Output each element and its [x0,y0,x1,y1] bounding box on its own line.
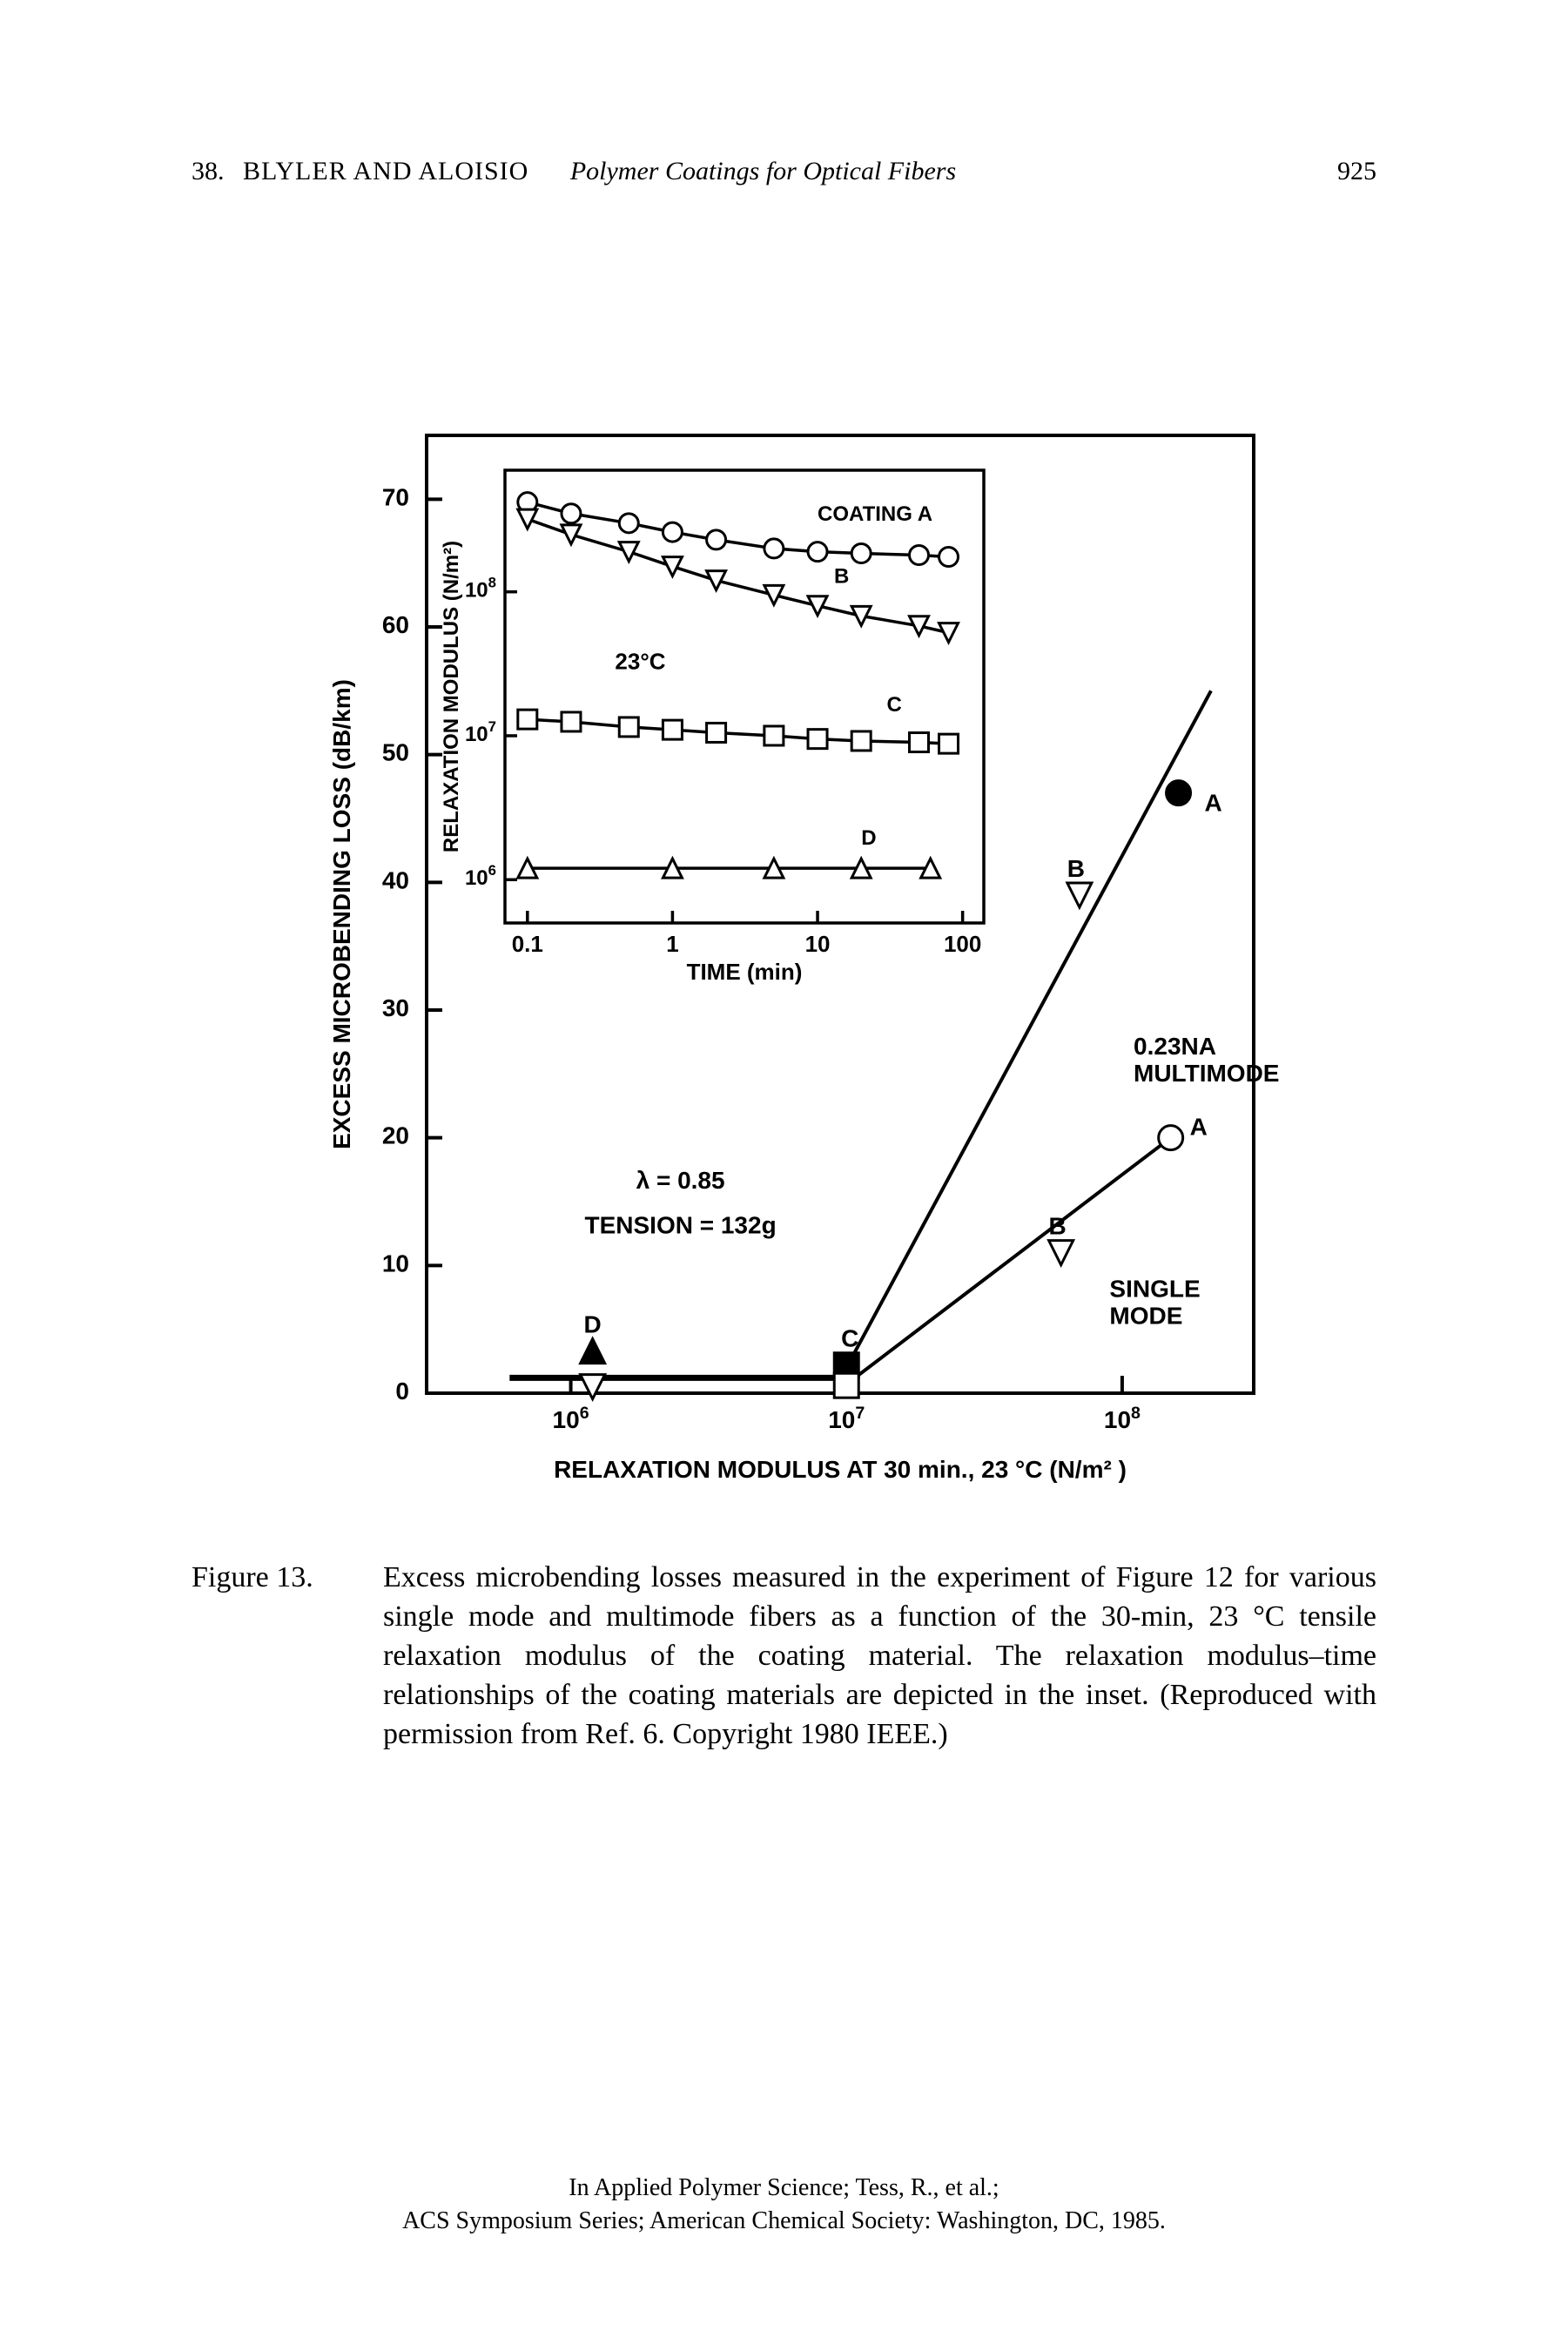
svg-text:RELAXATION MODULUS (N/m²): RELAXATION MODULUS (N/m²) [440,541,463,852]
svg-text:10: 10 [805,931,831,957]
caption-text: Excess microbending losses measured in t… [383,1559,1376,1754]
svg-text:20: 20 [382,1122,409,1149]
svg-text:B: B [1049,1213,1067,1240]
svg-text:100: 100 [944,931,981,957]
svg-text:D: D [584,1311,602,1338]
caption-label: Figure 13. [192,1559,383,1754]
svg-text:23°C: 23°C [615,648,665,674]
svg-text:106: 106 [465,862,496,890]
svg-text:COATING A: COATING A [818,502,932,526]
svg-text:107: 107 [828,1404,865,1433]
svg-text:RELAXATION MODULUS AT 30 min.,: RELAXATION MODULUS AT 30 min., 23 °C (N/… [554,1456,1127,1483]
svg-text:30: 30 [382,994,409,1021]
footer-line2: ACS Symposium Series; American Chemical … [0,2205,1568,2238]
svg-text:B: B [834,565,849,589]
svg-text:SINGLEMODE: SINGLEMODE [1109,1276,1200,1330]
footer-line1: In Applied Polymer Science; Tess, R., et… [0,2172,1568,2205]
svg-text:C: C [887,694,902,717]
figure: 0 10 20 30 40 50 60 70 EXCESS MICROBENDING LOSS … [296,383,1306,1506]
svg-text:TENSION = 132g: TENSION = 132g [584,1212,776,1239]
svg-text:D: D [861,827,876,851]
svg-text:10: 10 [382,1250,409,1277]
running-head-left: 38. BLYLER AND ALOISIO Polymer Coatings … [192,157,956,186]
footer: In Applied Polymer Science; Tess, R., et… [0,2172,1568,2238]
svg-text:106: 106 [553,1404,589,1433]
svg-text:λ = 0.85: λ = 0.85 [636,1167,725,1194]
svg-text:A: A [1190,1114,1208,1141]
page: 38. BLYLER AND ALOISIO Polymer Coatings … [0,0,1568,2351]
svg-text:C: C [841,1325,858,1352]
svg-text:A: A [1205,790,1222,817]
svg-text:107: 107 [465,718,496,746]
svg-text:B: B [1067,855,1085,882]
figure-svg: 0 10 20 30 40 50 60 70 EXCESS MICROBENDING LOSS … [296,383,1306,1506]
chapter-number: 38. [192,157,225,185]
svg-text:0: 0 [395,1378,409,1405]
svg-text:50: 50 [382,739,409,766]
svg-text:60: 60 [382,611,409,638]
svg-text:108: 108 [1104,1404,1141,1433]
svg-text:TIME (min): TIME (min) [687,959,803,985]
figure-caption: Figure 13. Excess microbending losses me… [192,1559,1376,1754]
page-number: 925 [1337,157,1376,186]
svg-text:0.1: 0.1 [512,931,543,957]
running-head: 38. BLYLER AND ALOISIO Polymer Coatings … [192,157,1376,186]
chapter-title: Polymer Coatings for Optical Fibers [570,157,956,185]
svg-text:0.23NAMULTIMODE: 0.23NAMULTIMODE [1134,1033,1279,1087]
svg-text:EXCESS MICROBENDING LOSS (dB/k: EXCESS MICROBENDING LOSS (dB/km) [328,679,355,1149]
svg-text:70: 70 [382,484,409,511]
svg-text:108: 108 [465,575,496,603]
svg-text:40: 40 [382,867,409,894]
authors: BLYLER AND ALOISIO [243,157,528,185]
svg-text:1: 1 [666,931,678,957]
